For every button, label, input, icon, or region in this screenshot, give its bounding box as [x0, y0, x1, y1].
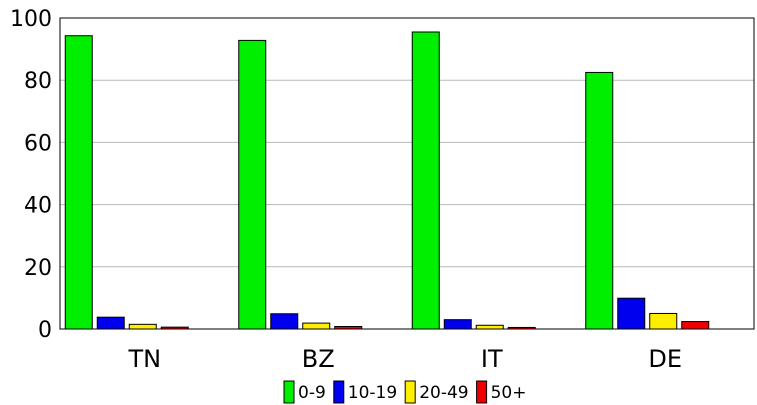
x-tick-label: TN: [127, 345, 161, 373]
x-axis-ticks: TN BZ IT DE: [127, 345, 682, 373]
bar-it-2049: [475, 324, 504, 330]
bar-de-50: [681, 321, 710, 330]
legend-swatch: [476, 380, 488, 404]
bar-de-09: [585, 71, 614, 330]
y-tick-label: 80: [24, 69, 52, 94]
x-tick-label: DE: [648, 345, 682, 373]
legend-swatch: [333, 380, 345, 404]
legend: 0-9 10-19 20-49 50+: [283, 380, 527, 404]
y-axis-ticks: 0 20 40 60 80 100: [10, 7, 52, 343]
bar-bz-2049: [302, 322, 331, 330]
x-tick-label: BZ: [302, 345, 335, 373]
bars: [64, 31, 710, 330]
bar-tn-2049: [128, 323, 157, 330]
bar-bz-09: [238, 39, 267, 330]
legend-swatch: [283, 380, 295, 404]
bar-it-09: [411, 31, 440, 330]
gridlines: [60, 79, 754, 268]
y-tick-label: 60: [24, 131, 52, 156]
bar-it-1019: [443, 319, 472, 330]
bar-tn-09: [64, 35, 93, 330]
plot-frame: [59, 17, 755, 330]
bar-bz-1019: [270, 313, 299, 330]
y-tick-label: 20: [24, 256, 52, 281]
y-tick-label: 40: [24, 194, 52, 219]
y-tick-label: 100: [10, 7, 52, 32]
bar-de-2049: [649, 312, 678, 330]
legend-swatch: [404, 380, 416, 404]
legend-label: 20-49: [419, 383, 468, 403]
legend-label: 50+: [491, 383, 527, 403]
y-tick-label: 0: [38, 318, 52, 343]
legend-label: 0-9: [298, 383, 326, 403]
bar-de-1019: [617, 297, 646, 330]
x-tick-label: IT: [481, 345, 503, 373]
bar-tn-1019: [96, 316, 125, 330]
legend-label: 10-19: [348, 383, 397, 403]
